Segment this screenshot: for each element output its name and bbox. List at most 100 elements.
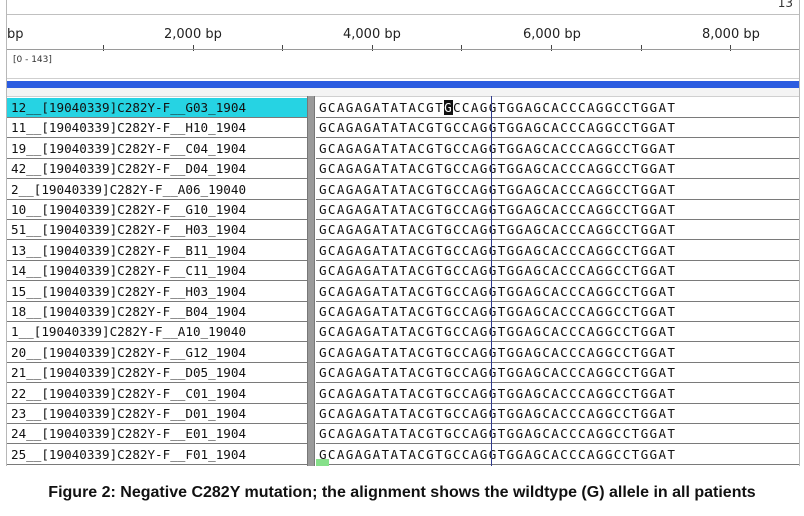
ruler-tick [282, 45, 283, 51]
sequence-suffix: CCAGGTGGAGCACCCAGGCCTGGAT [453, 385, 677, 401]
bottom-marker [316, 459, 329, 466]
variant-base: G [444, 120, 453, 136]
variant-base: G [444, 324, 453, 340]
coverage-track[interactable]: [0 - 143] [7, 50, 799, 79]
sequence-prefix: GCAGAGATATACGT [319, 181, 445, 197]
sample-name[interactable]: 10__[19040339]C282Y-F__G10_1904 [7, 200, 307, 220]
sequence-suffix: CCAGGTGGAGCACCCAGGCCTGGAT [453, 120, 677, 136]
highlighted-base: G [444, 100, 453, 115]
variant-base: G [444, 406, 453, 421]
sample-name[interactable]: 20__[19040339]C282Y-F__G12_1904 [7, 343, 307, 363]
sequence-track-bar[interactable] [7, 81, 799, 88]
sample-name[interactable]: 11__[19040339]C282Y-F__H10_1904 [7, 118, 307, 139]
variant-base: G [444, 263, 453, 279]
sequence-suffix: CCAGGTGGAGCACCCAGGCCTGGAT [453, 161, 677, 177]
genome-viewer: 13 bp 2,000 bp 4,000 bp 6,000 bp 8,000 b… [6, 0, 800, 466]
sample-name[interactable]: 18__[19040339]C282Y-F__B04_1904 [7, 302, 307, 322]
sequence-suffix: CCAGGTGGAGCACCCAGGCCTGGAT [453, 242, 677, 258]
read-sequence[interactable]: GCAGAGATATACGTGCCAGGTGGAGCACCCAGGCCTGGAT [316, 322, 799, 343]
sequence-prefix: GCAGAGATATACGT [319, 283, 445, 299]
read-sequence[interactable]: GCAGAGATATACGTGCCAGGTGGAGCACCCAGGCCTGGAT [316, 261, 799, 282]
sample-name-selected[interactable]: 12__[19040339]C282Y-F__G03_1904 [7, 98, 307, 118]
sample-name[interactable]: 23__[19040339]C282Y-F__D01_1904 [7, 404, 307, 424]
sample-name[interactable]: 13__[19040339]C282Y-F__B11_1904 [7, 241, 307, 261]
sequence-column: GCAGAGATATACGTGCCAGGTGGAGCACCCAGGCCTGGAT… [316, 96, 799, 466]
read-sequence[interactable]: GCAGAGATATACGTGCCAGGTGGAGCACCCAGGCCTGGAT [316, 363, 799, 384]
read-sequence[interactable]: GCAGAGATATACGTGCCAGGTGGAGCACCCAGGCCTGGAT [316, 445, 799, 465]
coverage-range: [0 - 143] [13, 55, 52, 65]
sequence-suffix: CCAGGTGGAGCACCCAGGCCTGGAT [453, 324, 677, 340]
variant-base: G [444, 242, 453, 258]
position-ruler[interactable]: bp 2,000 bp 4,000 bp 6,000 bp 8,000 bp [7, 15, 799, 51]
read-sequence[interactable]: GCAGAGATATACGTGCCAGGTGGAGCACCCAGGCCTGGAT [316, 200, 799, 220]
read-sequence[interactable]: GCAGAGATATACGTGCCAGGTGGAGCACCCAGGCCTGGAT [316, 159, 799, 180]
read-sequence[interactable]: GCAGAGATATACGTGCCAGGTGGAGCACCCAGGCCTGGAT [316, 282, 799, 302]
variant-base: G [444, 202, 453, 217]
top-right-fragment: 13 [777, 0, 793, 10]
variant-base: G [444, 304, 453, 319]
ruler-label-6000: 6,000 bp [523, 27, 581, 42]
read-sequence[interactable]: GCAGAGATATACGTGCCAGGTGGAGCACCCAGGCCTGGAT [316, 180, 799, 200]
sequence-prefix: GCAGAGATATACGT [319, 446, 445, 462]
track-separator [7, 88, 799, 97]
alignment-panel: 12__[19040339]C282Y-F__G03_1904 11__[1904… [7, 96, 799, 466]
read-sequence[interactable]: GCAGAGATATACGTGCCAGGTGGAGCACCCAGGCCTGGAT [316, 302, 799, 322]
sample-name[interactable]: 2__[19040339]C282Y-F__A06_19040 [7, 180, 307, 200]
ruler-tick [103, 45, 104, 51]
variant-base: G [444, 385, 453, 401]
sequence-prefix: GCAGAGATATACGT [319, 161, 445, 177]
sequence-prefix: GCAGAGATATACGT [319, 304, 445, 319]
read-sequence[interactable]: GCAGAGATATACGTGCCAGGTGGAGCACCCAGGCCTGGAT [316, 118, 799, 139]
sample-name[interactable]: 42__[19040339]C282Y-F__D04_1904 [7, 159, 307, 180]
read-sequence[interactable]: GCAGAGATATACGTGCCAGGTGGAGCACCCAGGCCTGGAT [316, 139, 799, 159]
sequence-suffix: CCAGGTGGAGCACCCAGGCCTGGAT [453, 222, 677, 238]
sequence-suffix: CCAGGTGGAGCACCCAGGCCTGGAT [453, 365, 677, 381]
ruler-tick [730, 45, 731, 51]
panel-divider-handle[interactable] [307, 96, 315, 466]
variant-base: G [444, 140, 453, 156]
ruler-tick [641, 45, 642, 51]
sequence-prefix: GCAGAGATATACGT [319, 324, 445, 340]
sequence-suffix: CCAGGTGGAGCACCCAGGCCTGGAT [453, 283, 677, 299]
sample-name[interactable]: 22__[19040339]C282Y-F__C01_1904 [7, 384, 307, 404]
sequence-prefix: GCAGAGATATACGT [319, 385, 445, 401]
sample-name[interactable]: 51__[19040339]C282Y-F__H03_1904 [7, 220, 307, 241]
ruler-tick [193, 45, 194, 51]
figure-caption: Figure 2: Negative C282Y mutation; the a… [48, 484, 756, 501]
sequence-prefix: GCAGAGATATACGT [319, 406, 445, 421]
sequence-prefix: GCAGAGATATACGT [319, 100, 445, 115]
variant-base: G [444, 344, 453, 360]
read-sequence[interactable]: GCAGAGATATACGTGCCAGGTGGAGCACCCAGGCCTGGAT [316, 343, 799, 363]
ruler-tick [372, 45, 373, 51]
sample-name-column: 12__[19040339]C282Y-F__G03_1904 11__[1904… [7, 96, 308, 466]
sequence-suffix: CCAGGTGGAGCACCCAGGCCTGGAT [453, 406, 677, 421]
ruler-tick [551, 45, 552, 51]
sequence-suffix: CCAGGTGGAGCACCCAGGCCTGGAT [453, 140, 677, 156]
sample-name[interactable]: 24__[19040339]C282Y-F__E01_1904 [7, 424, 307, 445]
sample-name[interactable]: 21__[19040339]C282Y-F__D05_1904 [7, 363, 307, 384]
sequence-prefix: GCAGAGATATACGT [319, 344, 445, 360]
sequence-suffix: CCAGGTGGAGCACCCAGGCCTGGAT [453, 181, 677, 197]
read-sequence[interactable]: GCAGAGATATACGTGCCAGGTGGAGCACCCAGGCCTGGAT [316, 384, 799, 404]
sample-name[interactable]: 1__[19040339]C282Y-F__A10_19040 [7, 322, 307, 343]
read-sequence[interactable]: GCAGAGATATACGTGCCAGGTGGAGCACCCAGGCCTGGAT [316, 241, 799, 261]
sequence-suffix: CCAGGTGGAGCACCCAGGCCTGGAT [453, 100, 677, 115]
sample-name[interactable]: 14__[19040339]C282Y-F__C11_1904 [7, 261, 307, 282]
read-sequence[interactable]: GCAGAGATATACGTGCCAGGTGGAGCACCCAGGCCTGGAT [316, 404, 799, 424]
ruler-label-2000: 2,000 bp [164, 27, 222, 42]
read-sequence[interactable]: GCAGAGATATACGTGCCAGGTGGAGCACCCAGGCCTGGAT [316, 98, 799, 118]
ruler-left-fragment: bp [7, 27, 24, 42]
read-sequence[interactable]: GCAGAGATATACGTGCCAGGTGGAGCACCCAGGCCTGGAT [316, 220, 799, 241]
sequence-prefix: GCAGAGATATACGT [319, 140, 445, 156]
sequence-prefix: GCAGAGATATACGT [319, 365, 445, 381]
sample-name[interactable]: 19__[19040339]C282Y-F__C04_1904 [7, 139, 307, 159]
sequence-prefix: GCAGAGATATACGT [319, 120, 445, 136]
sequence-prefix: GCAGAGATATACGT [319, 202, 445, 217]
center-cursor-line [491, 96, 492, 466]
variant-base: G [444, 426, 453, 442]
read-sequence[interactable]: GCAGAGATATACGTGCCAGGTGGAGCACCCAGGCCTGGAT [316, 424, 799, 445]
top-rule [7, 14, 799, 15]
sample-name[interactable]: 25__[19040339]C282Y-F__F01_1904 [7, 445, 307, 465]
sequence-prefix: GCAGAGATATACGT [319, 263, 445, 279]
sample-name[interactable]: 15__[19040339]C282Y-F__H03_1904 [7, 282, 307, 302]
